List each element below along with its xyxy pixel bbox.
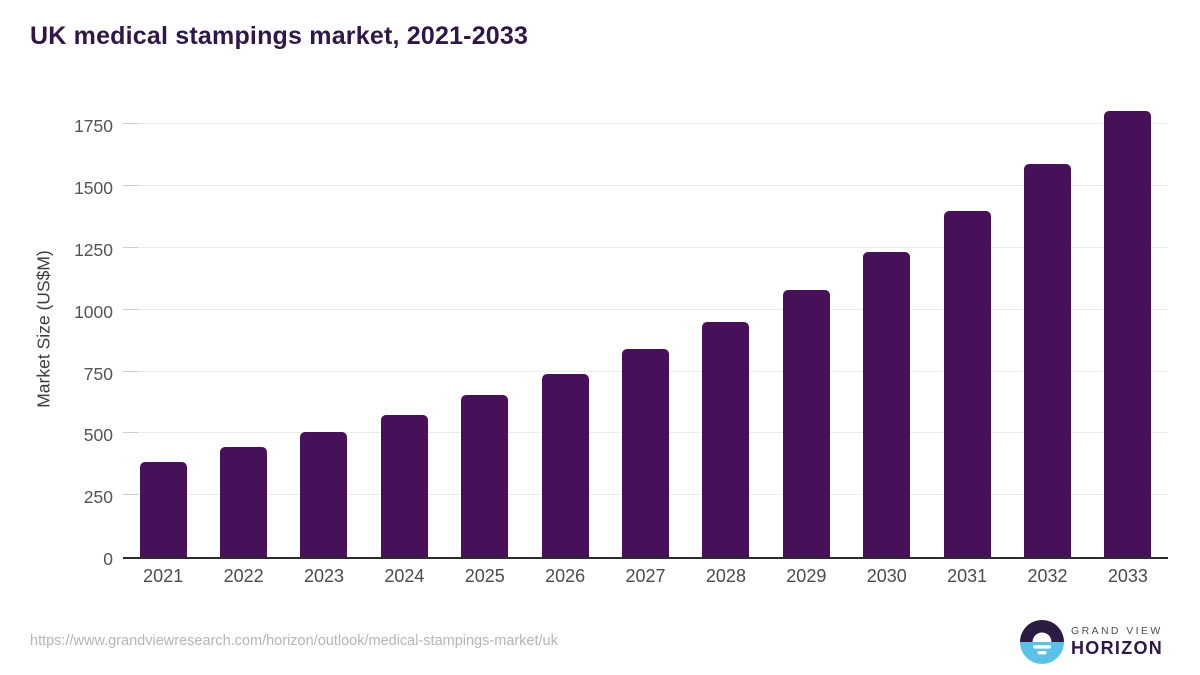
grand-view-horizon-logo: GRAND VIEW HORIZON [1020,620,1163,664]
x-tick-label-2027: 2027 [625,566,666,586]
bar-2030 [863,251,911,557]
bar-slot-2032 [1007,99,1087,557]
gridline-1750 [123,123,1168,125]
bar-slot-2022 [203,99,283,557]
x-tick-label-2024: 2024 [384,566,425,586]
y-tick-label-1750: 1750 [74,116,113,137]
bar-slot-2030 [847,99,927,557]
logo-grand-view: GRAND VIEW [1071,625,1163,637]
bar-slot-2021 [123,99,203,557]
y-tick-mark-1750 [123,123,138,125]
bar-2026 [541,374,589,557]
gridline-1000 [123,308,1168,310]
y-axis-tick-labels: 0 250 500 750 1000 1250 1500 1750 [30,99,113,569]
y-tick-mark-750 [123,370,138,372]
x-tick-label-2021: 2021 [143,566,184,586]
y-tick-label-750: 750 [83,363,113,384]
y-tick-mark-1250 [123,246,138,248]
y-tick-label-0: 0 [103,549,113,569]
bar-2028 [702,322,750,557]
bar-2022 [220,446,268,557]
y-tick-label-500: 500 [83,425,113,446]
chart-plot-area [123,99,1168,559]
bar-2033 [1104,110,1152,557]
bar-slot-2033 [1088,99,1168,557]
y-tick-label-1500: 1500 [74,178,113,199]
x-axis-tick-labels: 2021 2022 2023 2024 2025 2026 2027 2028 2029 2030… [123,566,1168,587]
y-tick-mark-1000 [123,308,138,310]
bar-slot-2023 [284,99,364,557]
x-tick-label-2033: 2033 [1107,566,1148,586]
logo-text: GRAND VIEW HORIZON [1071,625,1163,659]
x-tick-label-2032: 2032 [1027,566,1068,586]
bar-2029 [782,289,830,557]
bar-2021 [139,461,187,557]
x-tick-label-2022: 2022 [223,566,264,586]
bar-slot-2025 [445,99,525,557]
bar-2027 [622,349,670,557]
x-tick-label-2031: 2031 [947,566,988,586]
bar-2025 [461,395,509,557]
y-tick-label-250: 250 [83,487,113,508]
bar-slot-2028 [686,99,766,557]
bar-2024 [380,414,428,557]
bar-slot-2024 [364,99,444,557]
bar-2031 [943,210,991,557]
y-tick-mark-500 [123,432,138,434]
x-tick-label-2028: 2028 [705,566,746,586]
x-tick-label-2025: 2025 [464,566,505,586]
x-tick-label-2029: 2029 [786,566,827,586]
bar-slot-2029 [766,99,846,557]
bars-row [123,99,1168,557]
sunrise-logo-icon [1020,620,1064,664]
y-tick-label-1000: 1000 [74,301,113,322]
y-tick-mark-250 [123,494,138,496]
gridline-1500 [123,185,1168,187]
gridline-1250 [123,246,1168,248]
x-tick-label-2026: 2026 [545,566,586,586]
bar-2032 [1023,163,1071,557]
bar-slot-2031 [927,99,1007,557]
bar-slot-2027 [605,99,685,557]
chart-title: UK medical stampings market, 2021-2033 [30,22,529,50]
x-tick-label-2023: 2023 [303,566,344,586]
bar-slot-2026 [525,99,605,557]
x-tick-label-2030: 2030 [866,566,907,586]
logo-horizon: HORIZON [1071,638,1164,658]
y-tick-mark-1500 [123,185,138,187]
bar-2023 [300,432,348,557]
source-url: https://www.grandviewresearch.com/horizo… [30,633,558,649]
y-tick-label-1250: 1250 [74,239,113,260]
